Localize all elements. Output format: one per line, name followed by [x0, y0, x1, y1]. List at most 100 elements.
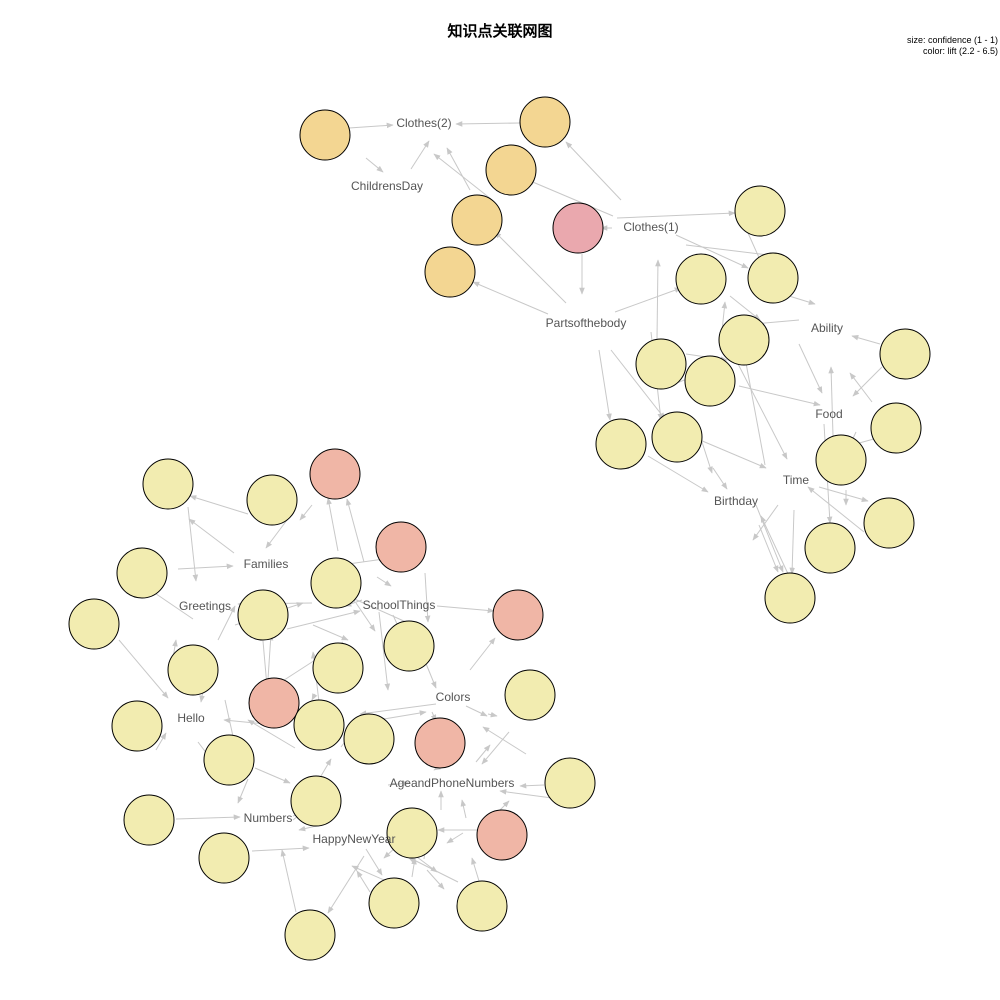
edge-arrow — [383, 710, 427, 720]
rule-node — [368, 877, 420, 929]
item-label: Greetings — [179, 599, 231, 613]
edge-arrow — [519, 782, 545, 789]
edge-arrow — [446, 832, 464, 844]
edge-arrow — [359, 703, 437, 716]
edge-arrow — [254, 767, 291, 784]
rule-node — [675, 253, 727, 305]
edge-arrow — [789, 509, 795, 575]
rule-node — [451, 194, 503, 246]
edge-arrow — [378, 611, 391, 691]
edge-arrow — [614, 287, 682, 313]
item-label: ChildrensDay — [351, 179, 423, 193]
item-label: Clothes(1) — [623, 220, 678, 234]
rule-node — [424, 246, 476, 298]
edge-arrow — [189, 495, 249, 515]
rule-node — [309, 448, 361, 500]
edge-arrow — [499, 789, 553, 799]
edge-arrow — [487, 711, 498, 718]
rule-node — [123, 794, 175, 846]
item-label: Hello — [177, 711, 205, 725]
edge-arrow — [247, 719, 296, 749]
edge-arrow — [481, 731, 510, 765]
rule-node — [312, 642, 364, 694]
edge-arrow — [788, 295, 816, 305]
edge-arrow — [465, 705, 488, 717]
edge-arrow — [849, 372, 873, 403]
edge-arrow — [387, 780, 410, 787]
edge-arrow — [758, 524, 779, 573]
graph-title: 知识点关联网图 — [447, 22, 553, 40]
edge-arrow — [851, 335, 881, 345]
edge-arrow — [237, 778, 249, 804]
rule-node — [734, 185, 786, 237]
edge-arrow — [351, 865, 385, 881]
item-label: SchoolThings — [363, 598, 436, 612]
rule-node — [167, 644, 219, 696]
edge-arrow — [828, 366, 834, 437]
rule-node — [684, 355, 736, 407]
legend: size: confidence (1 - 1) color: lift (2.… — [907, 35, 998, 57]
edge-arrow — [712, 467, 728, 490]
item-label: Birthday — [714, 494, 758, 508]
edge-arrow — [738, 385, 821, 407]
edge-arrow — [565, 141, 622, 201]
edge-arrow — [472, 281, 549, 315]
edge-arrow — [118, 639, 169, 699]
edge-arrow — [807, 486, 865, 533]
edge-arrow — [410, 140, 430, 170]
edge-arrow — [699, 439, 767, 469]
rule-node — [552, 202, 604, 254]
item-label: Families — [244, 557, 289, 571]
item-label: Ability — [811, 321, 843, 335]
rule-node — [595, 418, 647, 470]
edge-arrow — [407, 856, 459, 883]
rule-node — [383, 620, 435, 672]
edge-arrow — [460, 799, 467, 819]
item-label: HappyNewYear — [313, 832, 396, 846]
rule-node — [718, 314, 770, 366]
edge-arrow — [675, 234, 749, 269]
edge-arrow — [365, 848, 383, 876]
edge-arrow — [610, 349, 666, 420]
edge-arrow — [798, 343, 823, 394]
edge-arrow — [298, 825, 317, 832]
edge-arrow — [267, 633, 274, 680]
edge-arrow — [852, 366, 883, 397]
rule-node — [863, 497, 915, 549]
rule-nodes — [68, 96, 931, 961]
rule-node — [804, 522, 856, 574]
edge-arrow — [155, 732, 167, 751]
edge-arrow — [616, 210, 736, 219]
edge-arrow — [685, 244, 777, 259]
edge-arrow — [818, 486, 869, 502]
edge-arrow — [469, 637, 496, 671]
item-labels: Clothes(2) ChildrensDay Clothes(1) Partsoft… — [177, 116, 843, 846]
rule-node — [485, 144, 537, 196]
rule-node — [879, 328, 931, 380]
edge-arrow — [311, 693, 318, 701]
rule-node — [290, 775, 342, 827]
edge-arrow — [499, 800, 510, 811]
rule-node — [651, 411, 703, 463]
edge-arrow — [177, 563, 234, 570]
edge-arrow — [446, 147, 471, 191]
edge-arrow — [349, 596, 407, 623]
item-label: Numbers — [244, 811, 293, 825]
edge-arrow — [598, 349, 612, 421]
edge-arrow — [647, 455, 709, 493]
rule-node — [246, 474, 298, 526]
edge-arrow — [701, 441, 713, 474]
rule-node — [544, 757, 596, 809]
edge-arrow — [426, 869, 445, 890]
edges — [118, 121, 883, 914]
rule-node — [519, 96, 571, 148]
edge-arrow — [365, 157, 384, 173]
rule-node — [142, 458, 194, 510]
edge-arrow — [455, 121, 521, 127]
edge-arrow — [436, 605, 495, 614]
rule-node — [198, 832, 250, 884]
edge-arrow — [729, 295, 761, 321]
edge-arrow — [217, 605, 236, 641]
edge-arrow — [527, 179, 614, 217]
rule-node — [310, 557, 362, 609]
